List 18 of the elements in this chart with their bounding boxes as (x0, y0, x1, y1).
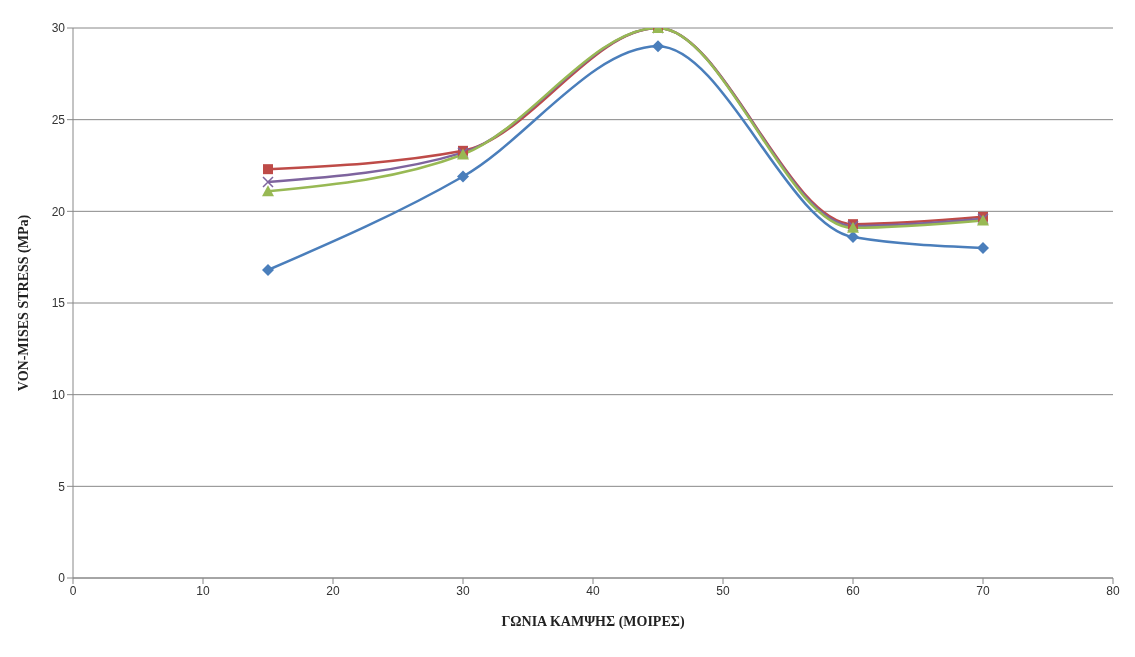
y-tick-label: 30 (51, 21, 66, 36)
x-tick-label: 40 (586, 583, 600, 598)
x-tick-label: 80 (1106, 583, 1120, 598)
y-tick-label: 5 (58, 479, 66, 494)
y-tick-label: 20 (51, 204, 66, 219)
x-tick-label: 50 (716, 583, 730, 598)
y-tick-label: 25 (51, 112, 66, 127)
y-tick-label: 0 (58, 571, 66, 586)
y-tick-label: 10 (51, 387, 66, 402)
x-tick-label: 30 (456, 583, 470, 598)
x-tick-label: 20 (326, 583, 340, 598)
y-tick-label: 15 (51, 296, 66, 311)
x-tick-label: 70 (976, 583, 990, 598)
x-tick-label: 0 (69, 583, 77, 598)
x-axis-title: ΓΩΝΙΑ ΚΑΜΨΗΣ (ΜΟΙΡΕΣ) (501, 614, 685, 630)
y-axis-title: VON-MISES STRESS (MPa) (15, 214, 32, 392)
x-tick-label: 10 (196, 583, 210, 598)
x-tick-label: 60 (846, 583, 860, 598)
